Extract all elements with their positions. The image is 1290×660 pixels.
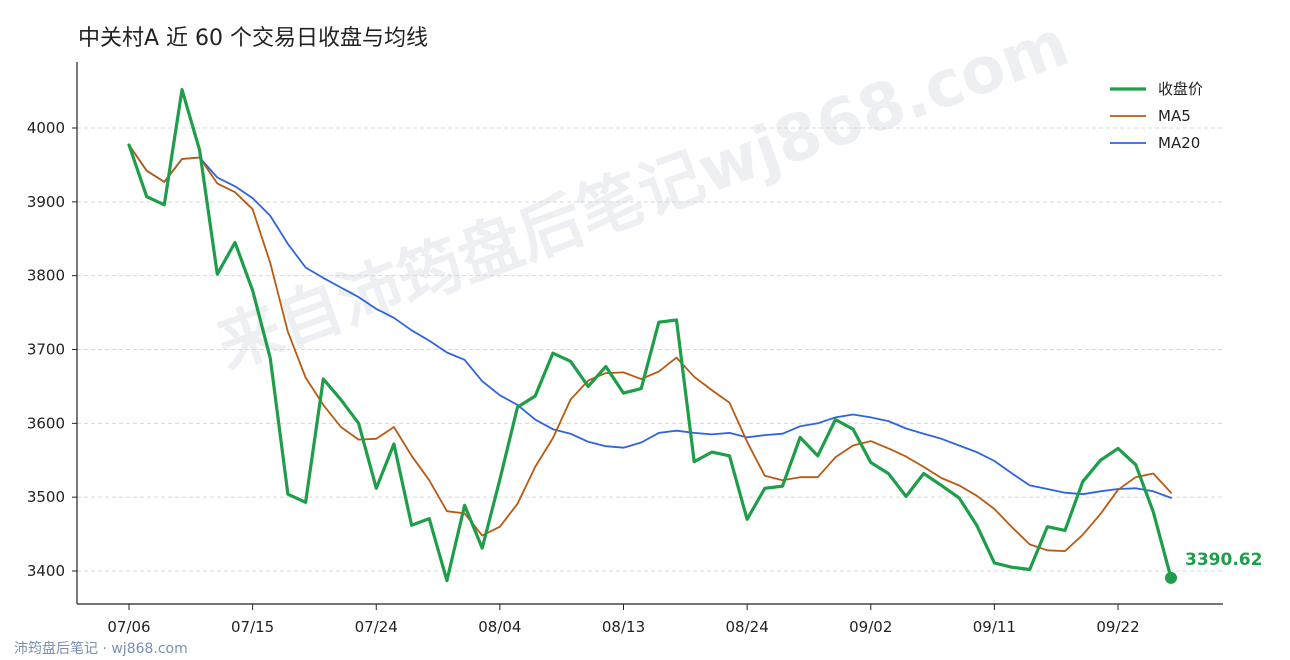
y-tick-label: 3900	[27, 193, 65, 211]
watermark: 来自沛筠盘后笔记wj868.com	[208, 7, 1079, 384]
x-tick-label: 08/04	[478, 618, 521, 636]
series-line-ma20	[128, 144, 1172, 499]
legend-item-label: MA20	[1158, 134, 1200, 152]
series-line-ma5	[128, 144, 1172, 552]
y-tick-label: 3600	[27, 414, 65, 432]
y-tick-label: 3800	[27, 267, 65, 285]
legend-item-label: 收盘价	[1158, 80, 1203, 98]
last-value-label: 3390.62	[1185, 550, 1262, 570]
y-tick-label: 3500	[27, 488, 65, 506]
footer-text: 沛筠盘后笔记 · wj868.com	[14, 640, 188, 657]
legend: 收盘价 MA5 MA20	[1110, 80, 1203, 152]
legend-item-label: MA5	[1158, 107, 1191, 125]
x-tick-label: 09/11	[973, 618, 1016, 636]
x-tick-label: 08/13	[602, 618, 645, 636]
x-tick-label: 07/06	[107, 618, 150, 636]
x-tick-label: 09/02	[849, 618, 892, 636]
x-tick-label: 07/15	[231, 618, 274, 636]
y-tick-label: 3400	[27, 562, 65, 580]
x-tick-label: 09/22	[1096, 618, 1139, 636]
series-group: 3390.62	[127, 88, 1262, 584]
chart-title: 中关村A 近 60 个交易日收盘与均线	[78, 26, 428, 51]
series-line-close	[127, 88, 1173, 583]
last-point-marker	[1165, 571, 1177, 584]
x-tick-label: 07/24	[355, 618, 398, 636]
x-tick-label: 08/24	[726, 618, 769, 636]
axes: 3400 3500 3600 3700 3800 3900 4000 07/06 07/15 07…	[27, 62, 1223, 636]
y-tick-label: 4000	[27, 119, 65, 137]
y-tick-label: 3700	[27, 341, 65, 359]
